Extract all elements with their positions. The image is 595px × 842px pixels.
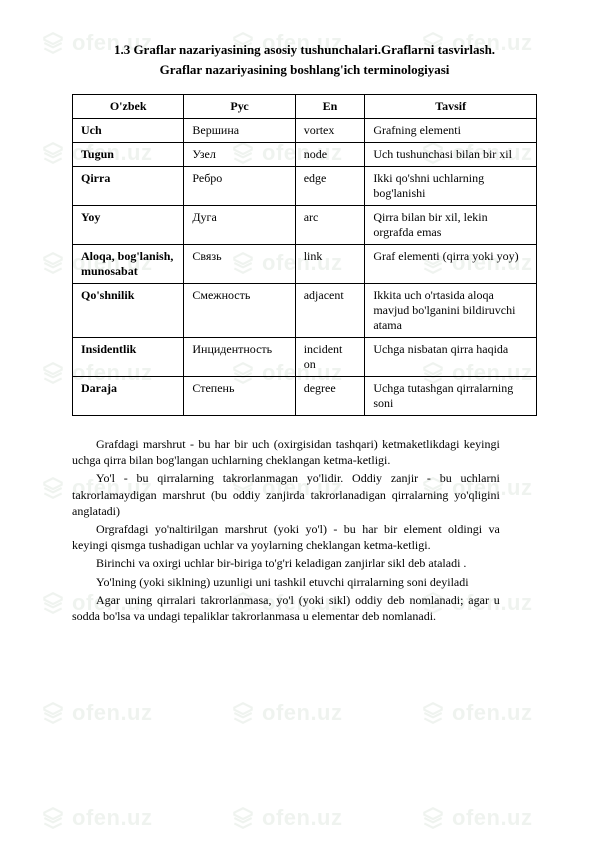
table-row: YoyДугаarcQirra bilan bir xil, lekin org…: [73, 206, 537, 245]
col-header-uz: O'zbek: [73, 95, 184, 119]
table-row: QirraРеброedgeIkki qo'shni uchlarning bo…: [73, 167, 537, 206]
table-cell-en: node: [295, 143, 365, 167]
watermark-stamp: ofen.uz: [40, 700, 153, 726]
table-cell-ru: Инцидентность: [184, 338, 295, 377]
table-cell-uz: Tugun: [73, 143, 184, 167]
table-cell-ru: Ребро: [184, 167, 295, 206]
table-cell-desc: Uchga nisbatan qirra haqida: [365, 338, 537, 377]
table-cell-en: vortex: [295, 119, 365, 143]
table-cell-desc: Grafning elementi: [365, 119, 537, 143]
paragraph: Yo'lning (yoki siklning) uzunligi uni ta…: [72, 574, 500, 590]
table-cell-uz: Uch: [73, 119, 184, 143]
watermark-stamp: ofen.uz: [230, 700, 343, 726]
page-content: 1.3 Graflar nazariyasining asosiy tushun…: [0, 0, 595, 666]
table-cell-desc: Ikki qo'shni uchlarning bog'lanishi: [365, 167, 537, 206]
watermark-stamp: ofen.uz: [420, 805, 533, 831]
paragraph: Yo'l - bu qirralarning takrorlanmagan yo…: [72, 470, 500, 519]
table-cell-desc: Uchga tutashgan qirralarning soni: [365, 377, 537, 416]
watermark-stamp: ofen.uz: [230, 805, 343, 831]
paragraph: Agar uning qirralari takrorlanmasa, yo'l…: [72, 592, 500, 624]
table-cell-en: incident on: [295, 338, 365, 377]
col-header-desc: Tavsif: [365, 95, 537, 119]
table-cell-uz: Daraja: [73, 377, 184, 416]
table-cell-ru: Вершина: [184, 119, 295, 143]
paragraph: Grafdagi marshrut - bu har bir uch (oxir…: [72, 436, 500, 468]
table-cell-uz: Yoy: [73, 206, 184, 245]
table-cell-uz: Qo'shnilik: [73, 284, 184, 338]
section-title: 1.3 Graflar nazariyasining asosiy tushun…: [72, 42, 537, 58]
table-cell-ru: Степень: [184, 377, 295, 416]
table-cell-desc: Qirra bilan bir xil, lekin orgrafda emas: [365, 206, 537, 245]
table-cell-en: link: [295, 245, 365, 284]
table-row: UchВершинаvortexGrafning elementi: [73, 119, 537, 143]
table-cell-uz: Qirra: [73, 167, 184, 206]
table-cell-ru: Узел: [184, 143, 295, 167]
table-row: InsidentlikИнцидентностьincident onUchga…: [73, 338, 537, 377]
table-cell-uz: Aloqa, bog'lanish, munosabat: [73, 245, 184, 284]
watermark-stamp: ofen.uz: [40, 805, 153, 831]
table-cell-ru: Смежность: [184, 284, 295, 338]
table-header-row: O'zbek Рус En Tavsif: [73, 95, 537, 119]
table-cell-desc: Ikkita uch o'rtasida aloqa mavjud bo'lga…: [365, 284, 537, 338]
table-cell-en: edge: [295, 167, 365, 206]
table-row: TugunУзелnodeUch tushunchasi bilan bir x…: [73, 143, 537, 167]
table-cell-en: degree: [295, 377, 365, 416]
watermark-stamp: ofen.uz: [420, 700, 533, 726]
table-row: Aloqa, bog'lanish, munosabatСвязьlinkGra…: [73, 245, 537, 284]
table-row: Qo'shnilikСмежностьadjacentIkkita uch o'…: [73, 284, 537, 338]
table-cell-uz: Insidentlik: [73, 338, 184, 377]
table-cell-desc: Uch tushunchasi bilan bir xil: [365, 143, 537, 167]
table-cell-desc: Graf elementi (qirra yoki yoy): [365, 245, 537, 284]
table-cell-ru: Дуга: [184, 206, 295, 245]
section-subtitle: Graflar nazariyasining boshlang'ich term…: [72, 62, 537, 78]
table-cell-en: arc: [295, 206, 365, 245]
body-text: Grafdagi marshrut - bu har bir uch (oxir…: [72, 436, 500, 624]
table-row: DarajaСтепеньdegreeUchga tutashgan qirra…: [73, 377, 537, 416]
table-cell-en: adjacent: [295, 284, 365, 338]
paragraph: Orgrafdagi yo'naltirilgan marshrut (yoki…: [72, 521, 500, 553]
paragraph: Birinchi va oxirgi uchlar bir-biriga to'…: [72, 555, 500, 571]
col-header-en: En: [295, 95, 365, 119]
col-header-ru: Рус: [184, 95, 295, 119]
terminology-table: O'zbek Рус En Tavsif UchВершинаvortexGra…: [72, 94, 537, 416]
table-cell-ru: Связь: [184, 245, 295, 284]
